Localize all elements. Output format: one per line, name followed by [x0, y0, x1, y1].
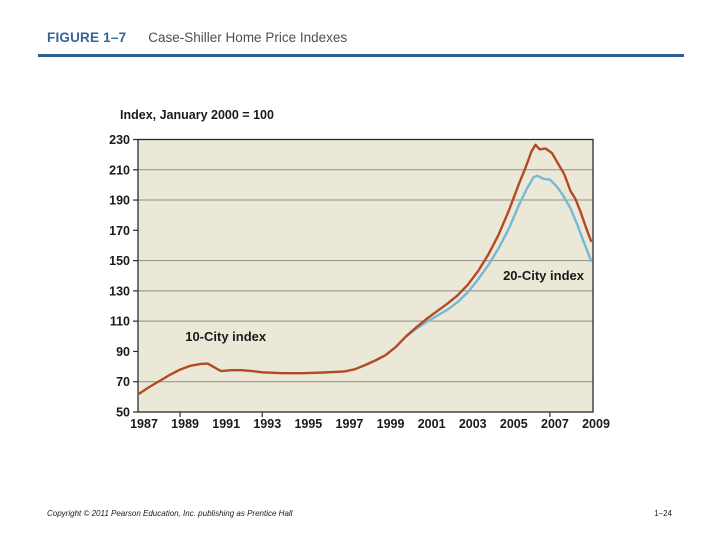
x-axis-tick-label: 1995 — [294, 417, 322, 431]
figure-number-label: FIGURE 1–7 — [47, 30, 127, 45]
copyright-text: Copyright © 2011 Pearson Education, Inc.… — [47, 509, 293, 518]
figure-title: Case-Shiller Home Price Indexes — [148, 30, 348, 45]
x-axis-tick-label: 2001 — [418, 417, 446, 431]
x-axis-tick-label: 1997 — [336, 417, 364, 431]
series-line-20-city-index — [404, 174, 593, 338]
y-axis-tick-label: 190 — [109, 194, 130, 208]
y-axis-tick-label: 170 — [109, 224, 130, 238]
x-axis-tick-label: 1987 — [130, 417, 158, 431]
y-axis-tick-label: 50 — [116, 406, 130, 420]
x-axis-tick-label: 2009 — [582, 417, 610, 431]
y-axis-tick-label: 150 — [109, 254, 130, 268]
x-axis-tick-label: 2005 — [500, 417, 528, 431]
y-axis-tick-label: 130 — [109, 284, 130, 298]
page-number: 1–24 — [654, 509, 672, 518]
header-rule — [38, 54, 684, 57]
y-axis-tick-label: 110 — [110, 315, 130, 329]
series-label: 10-City index — [185, 329, 267, 344]
series-line-10-city-index — [137, 143, 593, 395]
series-label: 20-City index — [503, 268, 585, 283]
x-axis-tick-label: 2007 — [541, 417, 569, 431]
figure-header: FIGURE 1–7 Case-Shiller Home Price Indexe… — [47, 30, 347, 45]
y-axis-tick-label: 90 — [116, 345, 130, 359]
y-axis-tick-label: 210 — [109, 163, 130, 177]
x-axis-tick-label: 2003 — [459, 417, 487, 431]
y-axis-tick-label: 230 — [109, 133, 130, 147]
plot-frame — [137, 138, 594, 413]
chart-title: Index, January 2000 = 100 — [120, 108, 274, 122]
y-axis-tick-label: 70 — [116, 375, 130, 389]
x-axis-tick-label: 1991 — [212, 417, 240, 431]
x-axis-tick-label: 1989 — [171, 417, 199, 431]
x-axis-tick-label: 1993 — [253, 417, 281, 431]
x-axis-tick-label: 1999 — [377, 417, 405, 431]
